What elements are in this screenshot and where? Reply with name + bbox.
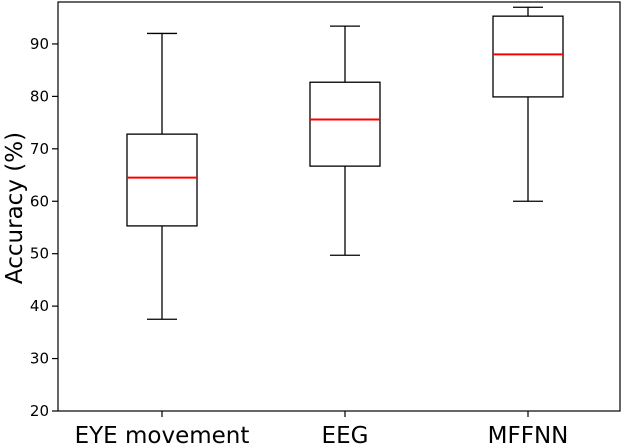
y-tick-label: 40 <box>30 297 49 315</box>
y-tick-label: 20 <box>30 402 49 420</box>
y-tick-label: 50 <box>30 245 49 263</box>
y-tick-label: 90 <box>30 35 49 53</box>
x-tick-label: EYE movement <box>75 423 250 445</box>
iqr-box <box>492 15 564 98</box>
plot-frame <box>57 1 621 412</box>
plot-area: 20 30 40 50 60 70 80 90 EYE movement EEG MFFNN <box>30 1 621 445</box>
iqr-box <box>309 81 381 167</box>
y-tick-label: 30 <box>30 350 49 368</box>
x-tick-label: EEG <box>322 423 369 445</box>
iqr-box <box>126 133 198 227</box>
y-tick-label: 60 <box>30 192 49 210</box>
y-tick-label: 70 <box>30 140 49 158</box>
x-tick-label: MFFNN <box>488 423 569 445</box>
y-axis-title: Accuracy (%) <box>2 132 28 284</box>
y-tick-label: 80 <box>30 87 49 105</box>
